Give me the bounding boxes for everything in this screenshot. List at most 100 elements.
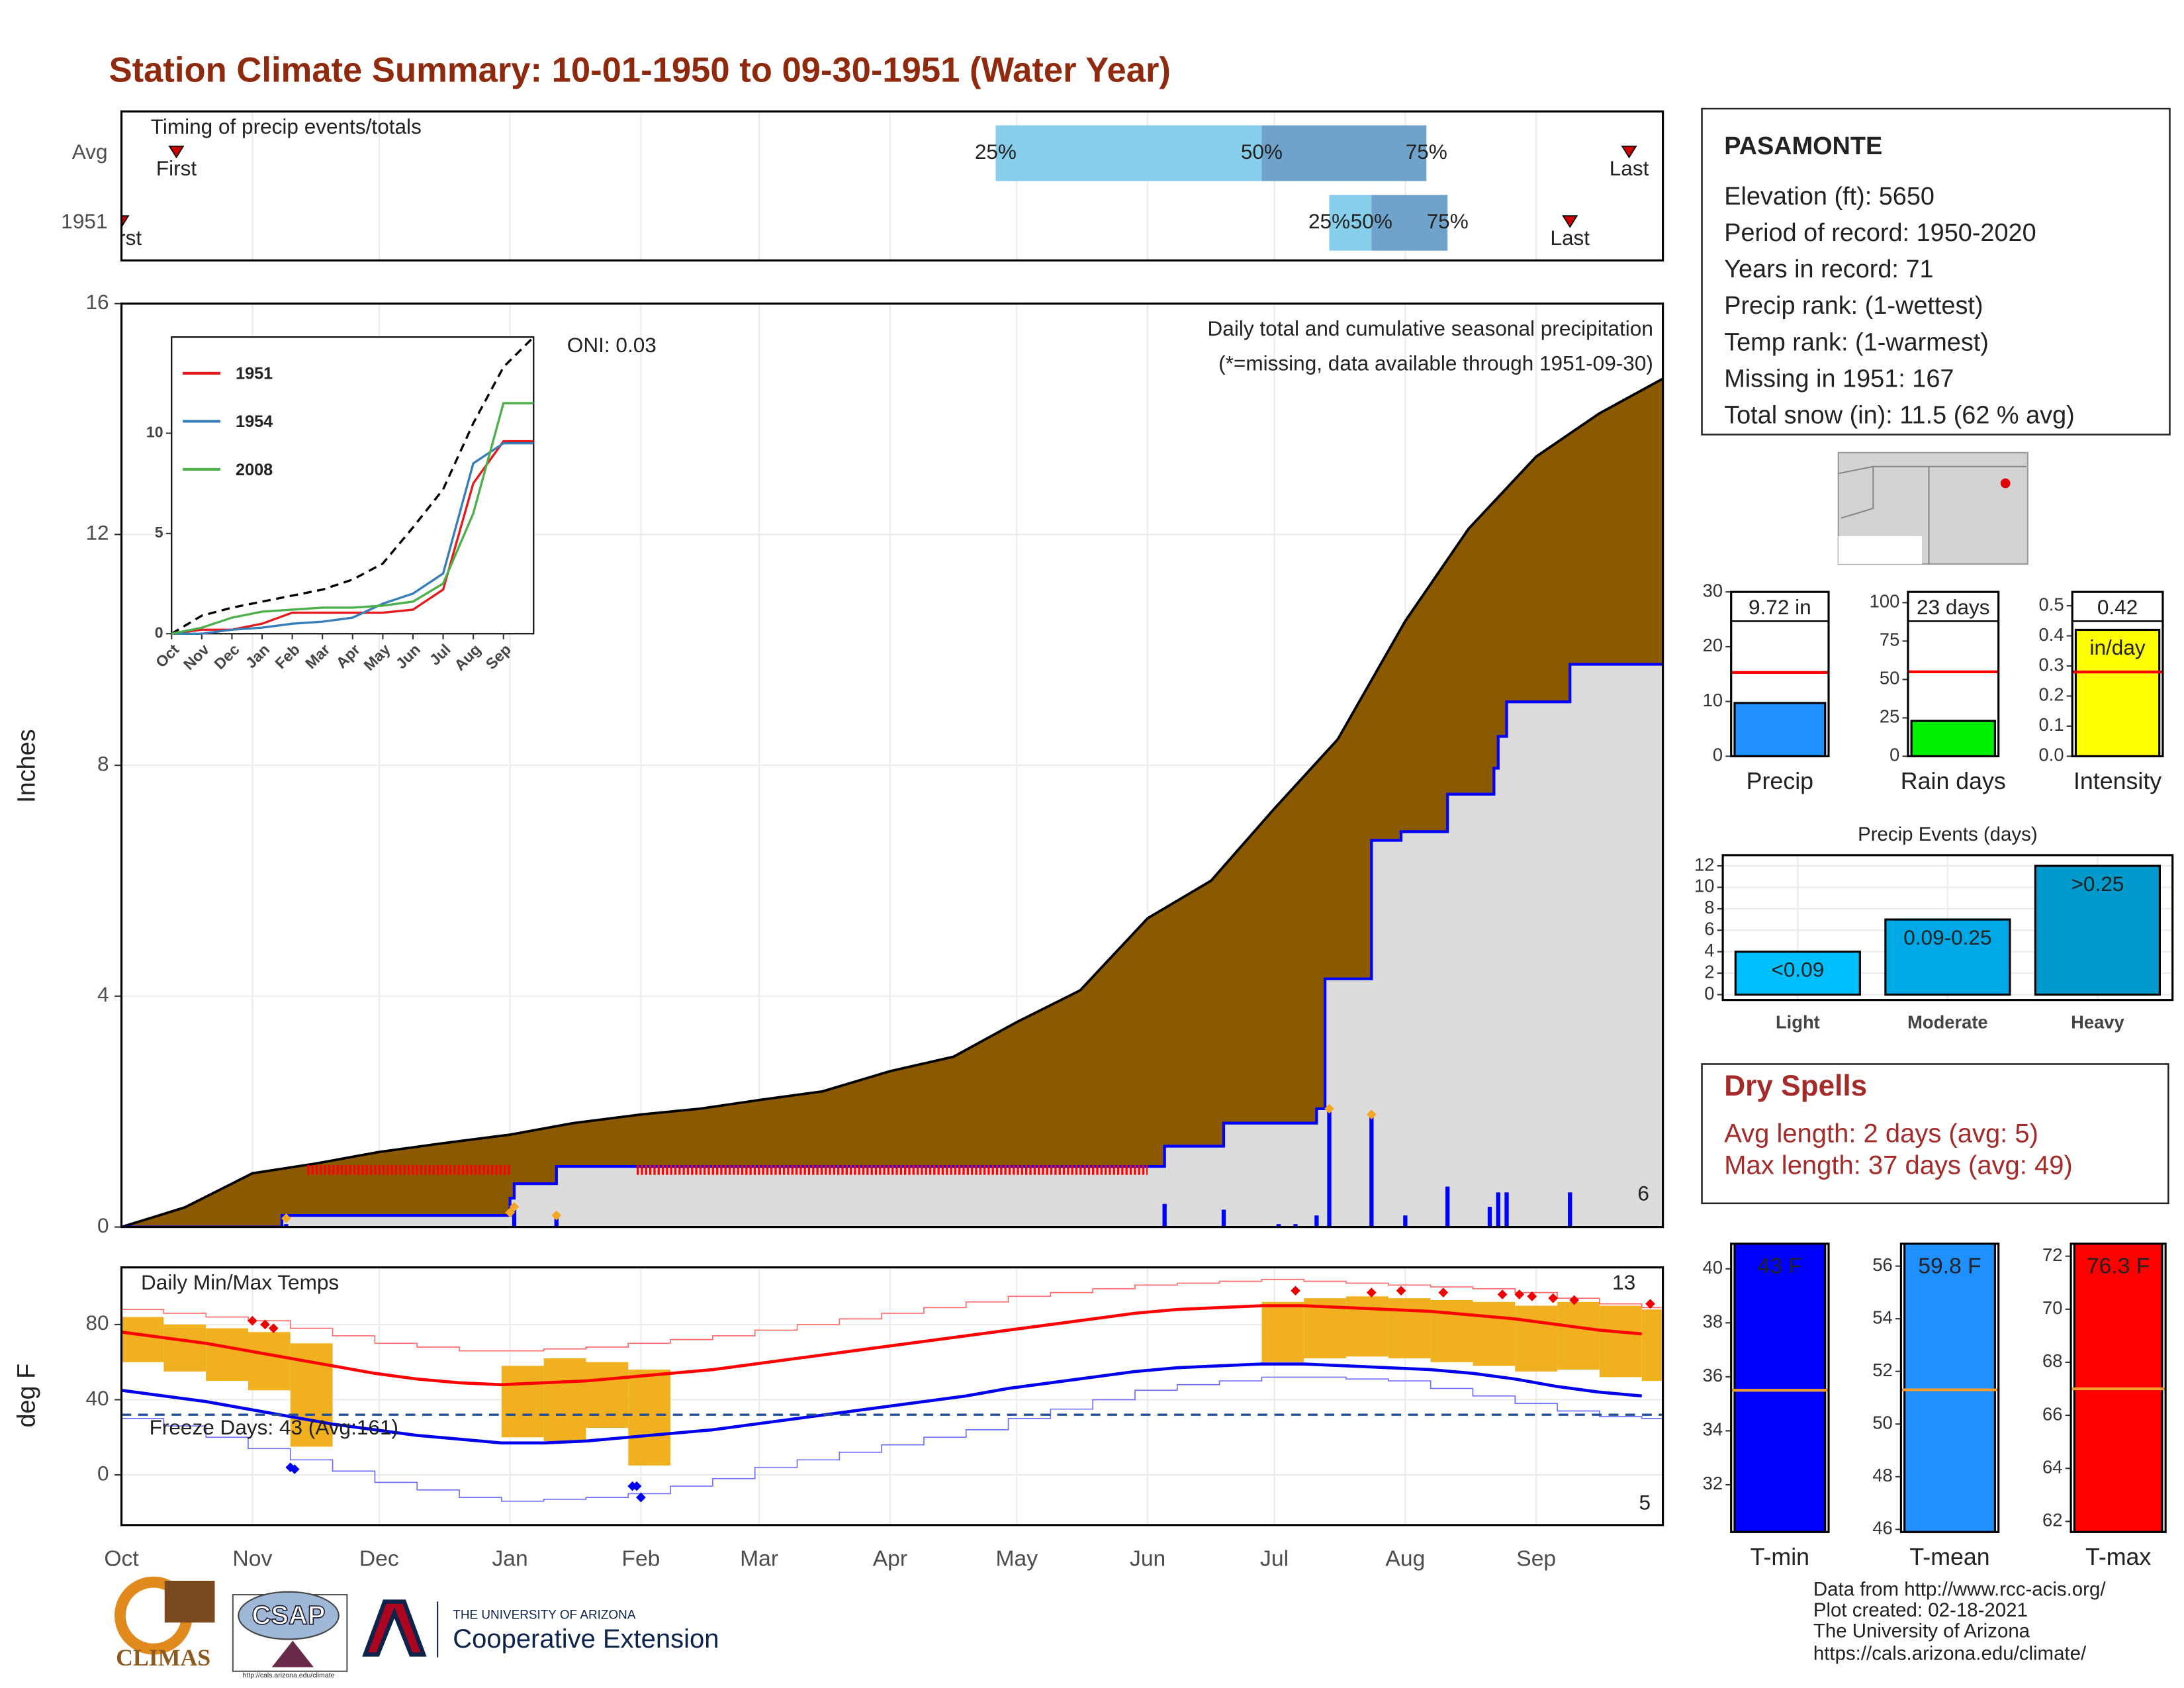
y-axis-label: Inches [13, 729, 41, 803]
y-tick-label: 0.1 [2039, 714, 2064, 735]
inset-y-tick-label: 10 [146, 424, 163, 441]
average-area [121, 379, 1663, 1227]
station-box [1701, 107, 2171, 436]
observed-temp-bar [1599, 1305, 1642, 1378]
y-tick-label: 6 [1704, 919, 1714, 939]
logos: CLIMAS CSAP http://cals.arizona.edu/clim… [114, 1576, 719, 1679]
inset-panel [171, 336, 535, 635]
y-tick-label: 40 [86, 1386, 109, 1410]
daily-bar [1221, 1209, 1226, 1227]
row-label: 1951 [61, 209, 107, 233]
y-tick-label: 0.0 [2039, 745, 2064, 765]
missing-note: (*=missing, data available through 1951-… [1218, 352, 1653, 375]
y-tick-label: 66 [2042, 1403, 2062, 1424]
y-tick-label: 100 [1870, 591, 1900, 612]
x-tick-label: May [996, 1546, 1038, 1571]
x-tick-label: Aug [1385, 1546, 1425, 1571]
observed-temp-bar [586, 1362, 629, 1429]
freeze-label: Freeze Days: 43 (Avg:161) [150, 1415, 398, 1439]
timing-bar-lower [995, 125, 1262, 181]
record-marker [1291, 1286, 1300, 1296]
daily-bar [284, 1224, 289, 1227]
daily-bar [1327, 1111, 1332, 1227]
bar [1734, 951, 1861, 996]
daily-bar [1162, 1203, 1167, 1227]
ua-unit: Cooperative Extension [453, 1624, 719, 1654]
bar [1733, 702, 1827, 757]
bar-border [2071, 590, 2164, 758]
y-tick-label: 72 [2042, 1244, 2062, 1265]
extreme-marker [509, 1201, 520, 1212]
locator-map [1837, 451, 2028, 565]
bar-plot [1907, 592, 1999, 757]
value-box [1907, 592, 1999, 622]
legend-label: 1954 [236, 412, 273, 431]
bar [2074, 628, 2161, 757]
dry-spells-title: Dry Spells [1724, 1070, 1867, 1102]
y-tick-label: 10 [1703, 690, 1723, 710]
inset-average-line [171, 336, 535, 635]
y-tick-label: 0 [97, 1461, 109, 1485]
timing-marker [168, 146, 185, 159]
x-tick-label: Oct [104, 1546, 139, 1571]
y-tick-label: 25 [1880, 706, 1899, 727]
x-tick-label: Mar [740, 1546, 778, 1571]
record-marker [260, 1319, 270, 1330]
timing-title: Timing of precip events/totals [151, 115, 422, 138]
x-tick-label: Precip [1747, 768, 1813, 794]
y-tick-label: 12 [1694, 854, 1714, 874]
y-tick-label: 50 [1872, 1413, 1892, 1433]
daily-bar [554, 1218, 559, 1227]
y-tick-label: 32 [1703, 1473, 1723, 1493]
csap-url: http://cals.arizona.edu/climate [243, 1671, 335, 1679]
credit-line: Plot created: 02-18-2021 [1813, 1599, 2028, 1621]
bar-plot [1901, 1243, 1999, 1532]
daily-bar [1504, 1192, 1509, 1227]
record-marker [1527, 1291, 1537, 1301]
station-location [2000, 478, 2011, 489]
bar-border [1730, 1243, 1830, 1533]
y-tick-label: 64 [2042, 1456, 2062, 1477]
observed-temp-bar [163, 1324, 206, 1372]
extreme-marker [551, 1210, 562, 1221]
y-tick-label: 0 [1704, 983, 1714, 1004]
value-label: 59.8 F [1918, 1254, 1981, 1278]
value-label: 9.72 in [1749, 595, 1811, 619]
observed-temp-bar [1430, 1300, 1473, 1362]
x-tick-label: Light [1776, 1012, 1820, 1033]
bar-border [1899, 1243, 2000, 1533]
legend-label: 2008 [236, 461, 273, 479]
record-high-count: 13 [1612, 1270, 1635, 1294]
percent-label: 50% [1351, 209, 1392, 233]
map-mexico [1838, 536, 1922, 565]
x-tick-label: Jul [1260, 1546, 1289, 1571]
daily-bar [1487, 1207, 1492, 1227]
range-label: 0.09-0.25 [1903, 925, 1991, 949]
record-low-count: 5 [1639, 1491, 1651, 1515]
x-tick-label: T-max [2085, 1544, 2151, 1570]
daily-bar [1568, 1192, 1572, 1227]
timing-bar-lower [1329, 195, 1372, 251]
x-tick-label: Sep [1516, 1546, 1556, 1571]
x-tick-label: Dec [359, 1546, 399, 1571]
ua-logo [362, 1599, 427, 1657]
dry-spells-box [1701, 1063, 2169, 1205]
credit-line: Data from http://www.rcc-acis.org/ [1813, 1579, 2106, 1601]
bar-plot [1731, 1243, 1829, 1532]
observed-temp-bar [248, 1332, 291, 1391]
y-tick-label: 0.4 [2039, 624, 2064, 645]
observed-fill [121, 664, 1663, 1227]
credit-line: https://cals.arizona.edu/climate/ [1813, 1642, 2087, 1664]
record-marker [289, 1464, 300, 1474]
x-tick-label: Jun [1130, 1546, 1165, 1571]
daily-bar [1496, 1192, 1500, 1227]
timing-marker [1562, 215, 1578, 228]
observed-temp-bar [628, 1370, 671, 1466]
value-label: 23 days [1917, 595, 1990, 619]
extreme-marker [505, 1207, 515, 1218]
timing-bar-upper [1371, 195, 1448, 251]
y-tick-label: 80 [86, 1311, 109, 1335]
x-tick-label: Feb [621, 1546, 660, 1571]
y-tick-label: 30 [1703, 580, 1723, 600]
